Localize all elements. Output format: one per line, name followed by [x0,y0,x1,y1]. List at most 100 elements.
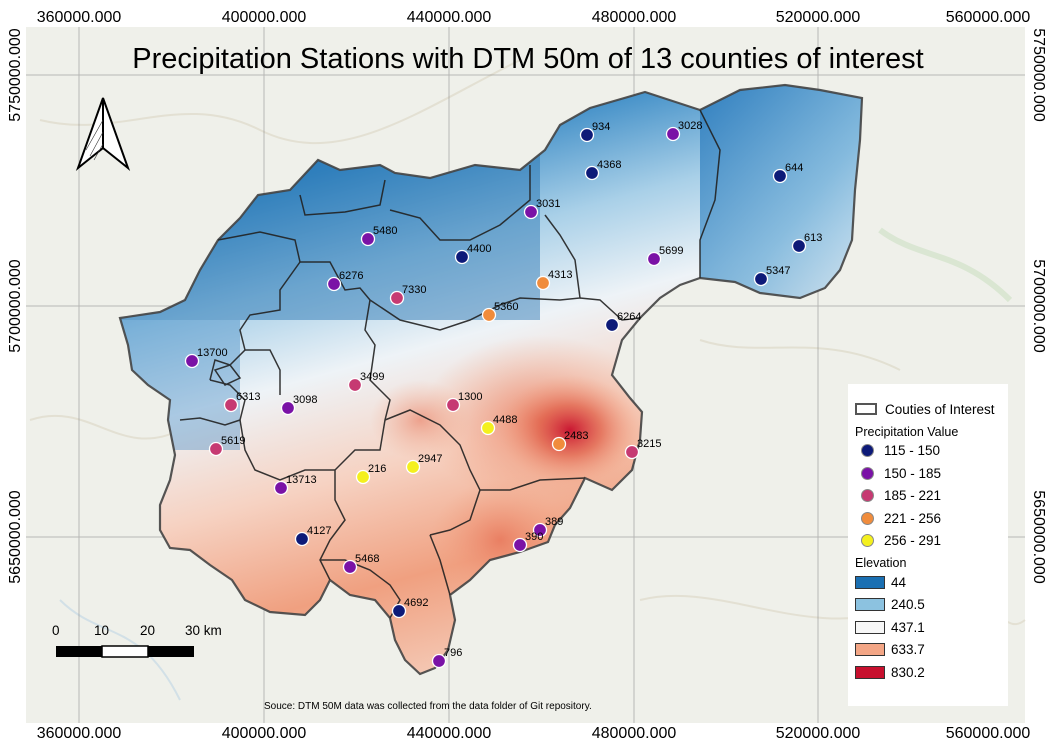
station-marker-5468[interactable] [342,559,358,575]
station-label-3499: 3499 [360,371,384,383]
legend-precip-row-0: 115 - 150 [855,440,1002,463]
legend-precip-row-1: 150 - 185 [855,462,1002,485]
station-marker-934[interactable] [579,127,595,143]
elev-swatch-4 [855,665,885,679]
legend-precip-classes: 115 - 150 150 - 185 185 - 221 221 - 256 256 … [855,440,1002,553]
station-marker-4692[interactable] [391,603,407,619]
x-tick-top-2: 440000.000 [407,9,492,26]
legend-precip-title: Precipitation Value [855,424,959,439]
station-marker-3028[interactable] [665,126,681,142]
y-tick-right-1: 5700000.000 [1030,259,1047,353]
legend-county-label: Couties of Interest [885,401,995,417]
station-label-5699: 5699 [659,245,683,257]
x-tick-bottom-5: 560000.000 [946,725,1031,742]
station-label-644: 644 [785,162,803,174]
precip-swatch-4 [861,534,874,548]
station-label-5619: 5619 [221,435,245,447]
station-marker-7330[interactable] [389,290,405,306]
station-label-6313: 6313 [236,391,260,403]
coordinate-labels: 360000.000 360000.000 400000.000 400000.000… [7,9,1047,742]
source-note: Souce: DTM 50M data was collected from t… [264,701,592,712]
elev-swatch-0 [855,575,885,589]
station-label-4488: 4488 [493,414,517,426]
station-marker-4400[interactable] [454,249,470,265]
station-marker-644[interactable] [772,168,788,184]
station-label-13700: 13700 [197,347,228,359]
station-marker-5699[interactable] [646,251,662,267]
x-tick-top-5: 560000.000 [946,9,1031,26]
station-label-3028: 3028 [678,120,702,132]
station-marker-13700[interactable] [184,353,200,369]
legend-elev-row-0: 44 [855,571,1002,594]
scale-label-0: 0 [52,623,60,638]
station-label-2947: 2947 [418,453,442,465]
elev-swatch-2 [855,620,885,634]
station-marker-6264[interactable] [604,317,620,333]
precipitation-stations: 934 3028 4368 644 3031 613 5480 4400 5699 4313 534… [184,120,822,669]
precip-label-3: 221 - 256 [884,510,942,526]
station-label-7330: 7330 [402,284,426,296]
elev-label-0: 44 [891,574,907,590]
station-label-934: 934 [592,121,610,133]
station-marker-3499[interactable] [347,377,363,393]
y-tick-right-0: 5750000.000 [1030,28,1047,122]
station-label-5480: 5480 [373,225,397,237]
station-label-3215: 3215 [637,438,661,450]
station-label-216: 216 [368,463,386,475]
station-label-3031: 3031 [536,198,560,210]
legend-precip-row-3: 221 - 256 [855,507,1002,530]
station-marker-2483[interactable] [551,436,567,452]
station-marker-390[interactable] [512,537,528,553]
station-marker-6276[interactable] [326,276,342,292]
y-tick-left-1: 5700000.000 [7,259,24,353]
station-marker-389[interactable] [532,522,548,538]
legend-elev-row-3: 633.7 [855,639,1002,662]
station-label-5360: 5360 [494,301,518,313]
precip-swatch-1 [861,466,874,480]
station-label-3098: 3098 [293,394,317,406]
x-tick-top-3: 480000.000 [592,9,677,26]
elev-label-1: 240.5 [891,597,925,613]
station-marker-4127[interactable] [294,531,310,547]
station-marker-796[interactable] [431,653,447,669]
map-legend: Couties of Interest Precipitation Value … [848,384,1008,706]
precip-label-1: 150 - 185 [884,465,942,481]
station-marker-3031[interactable] [523,204,539,220]
x-tick-bottom-3: 480000.000 [592,725,677,742]
station-label-5347: 5347 [766,265,790,277]
station-marker-5480[interactable] [360,231,376,247]
x-tick-bottom-1: 400000.000 [222,725,307,742]
station-label-4400: 4400 [467,243,491,255]
station-label-4692: 4692 [404,597,428,609]
station-label-2483: 2483 [564,430,588,442]
scale-bar [56,645,194,658]
station-marker-613[interactable] [791,238,807,254]
scale-label-30km: 30 km [185,623,222,638]
scale-label-20: 20 [140,623,156,638]
station-label-6276: 6276 [339,270,363,282]
station-marker-4368[interactable] [584,165,600,181]
station-marker-5347[interactable] [753,271,769,287]
station-marker-3098[interactable] [280,400,296,416]
station-label-390: 390 [525,531,543,543]
elev-swatch-3 [855,643,885,657]
legend-elev-row-2: 437.1 [855,616,1002,639]
legend-precip-row-2: 185 - 221 [855,485,1002,508]
station-marker-216[interactable] [355,469,371,485]
county-swatch [855,403,877,416]
station-marker-5360[interactable] [481,307,497,323]
station-marker-13713[interactable] [273,480,289,496]
station-marker-3215[interactable] [624,444,640,460]
station-marker-6313[interactable] [223,397,239,413]
north-arrow-icon [75,97,131,171]
station-marker-4488[interactable] [480,420,496,436]
x-tick-top-0: 360000.000 [37,9,122,26]
station-marker-5619[interactable] [208,441,224,457]
station-marker-1300[interactable] [445,397,461,413]
station-marker-2947[interactable] [405,459,421,475]
legend-elev-row-1: 240.5 [855,594,1002,617]
station-marker-4313[interactable] [535,275,551,291]
station-label-4127: 4127 [307,525,331,537]
map-title: Precipitation Stations with DTM 50m of 1… [132,43,923,75]
